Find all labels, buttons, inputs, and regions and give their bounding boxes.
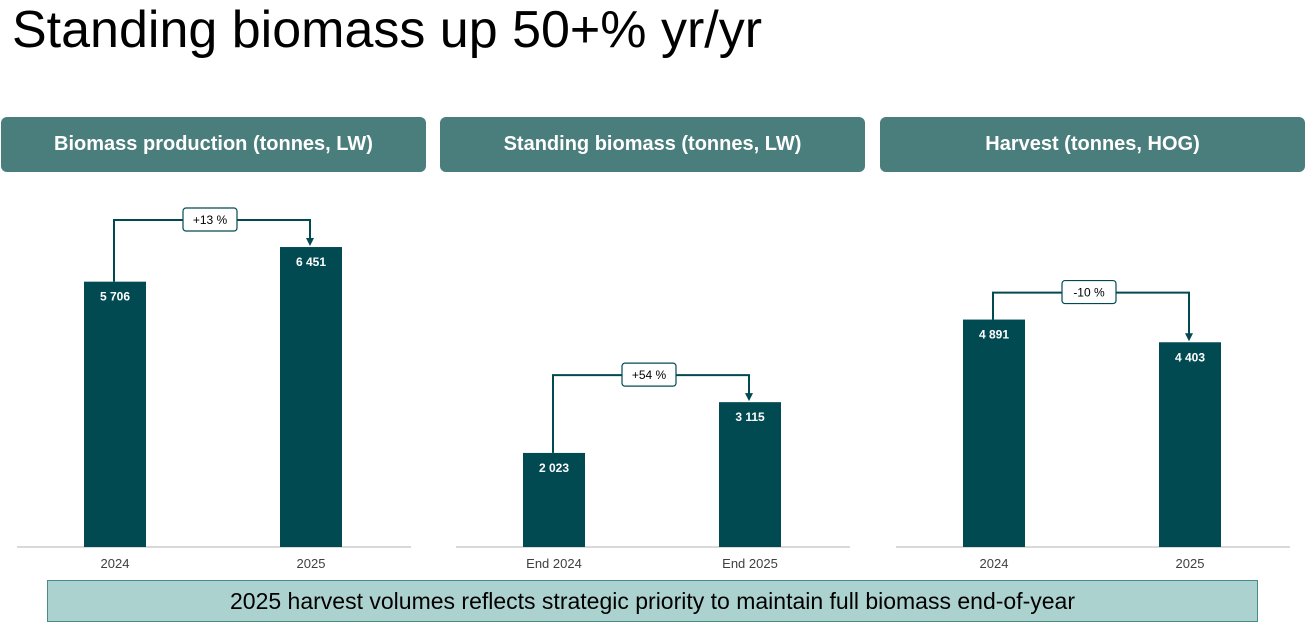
chart-svg: 4 891 2024 4 403 2025 -10 % — [896, 279, 1290, 571]
bar-2024 — [84, 281, 146, 547]
data-label: 2 023 — [539, 461, 569, 475]
biomass-production-chart: Biomass production (tonnes, LW) 5 706 202… — [1, 117, 426, 577]
data-label: 6 451 — [296, 255, 326, 269]
chart-header: Standing biomass (tonnes, LW) — [440, 117, 865, 172]
footer-banner: 2025 harvest volumes reflects strategic … — [47, 580, 1258, 622]
change-label: -10 % — [1073, 286, 1105, 300]
footer-text: 2025 harvest volumes reflects strategic … — [230, 587, 1075, 614]
change-label: +13 % — [193, 213, 228, 227]
category-label: 2025 — [1176, 556, 1205, 571]
category-label: 2024 — [980, 556, 1009, 571]
data-label: 4 891 — [979, 328, 1009, 342]
chart-header: Harvest (tonnes, HOG) — [880, 117, 1305, 172]
bar-2025 — [280, 247, 342, 547]
data-label: 4 403 — [1175, 350, 1205, 364]
data-label: 5 706 — [100, 290, 130, 304]
category-label: End 2025 — [722, 556, 778, 571]
bar-end-2024 — [523, 452, 585, 547]
standing-biomass-chart: Standing biomass (tonnes, LW) 2 023 End 2… — [440, 117, 865, 577]
arrow-head — [306, 238, 314, 247]
arrow-head — [745, 393, 753, 402]
bar-end-2025 — [719, 402, 781, 547]
change-badge — [182, 207, 238, 232]
page-title: Standing biomass up 50+% yr/yr — [12, 1, 763, 59]
harvest-chart: Harvest (tonnes, HOG) 4 891 2024 4 403 2025… — [880, 117, 1305, 577]
category-label: End 2024 — [526, 556, 582, 571]
category-label: 2024 — [101, 556, 130, 571]
chart-header: Biomass production (tonnes, LW) — [1, 117, 426, 172]
change-badge — [621, 362, 677, 387]
data-label: 3 115 — [735, 410, 765, 424]
arrow-head — [1185, 333, 1193, 342]
chart-svg: 5 706 2024 6 451 2025 +13 % — [17, 207, 411, 571]
bar-2025 — [1159, 342, 1221, 547]
bar-2024 — [963, 319, 1025, 547]
change-badge — [1061, 279, 1117, 305]
change-label: +54 % — [632, 368, 667, 382]
chart-svg: 2 023 End 2024 3 115 End 2025 +54 % — [456, 362, 850, 571]
category-label: 2025 — [297, 556, 326, 571]
